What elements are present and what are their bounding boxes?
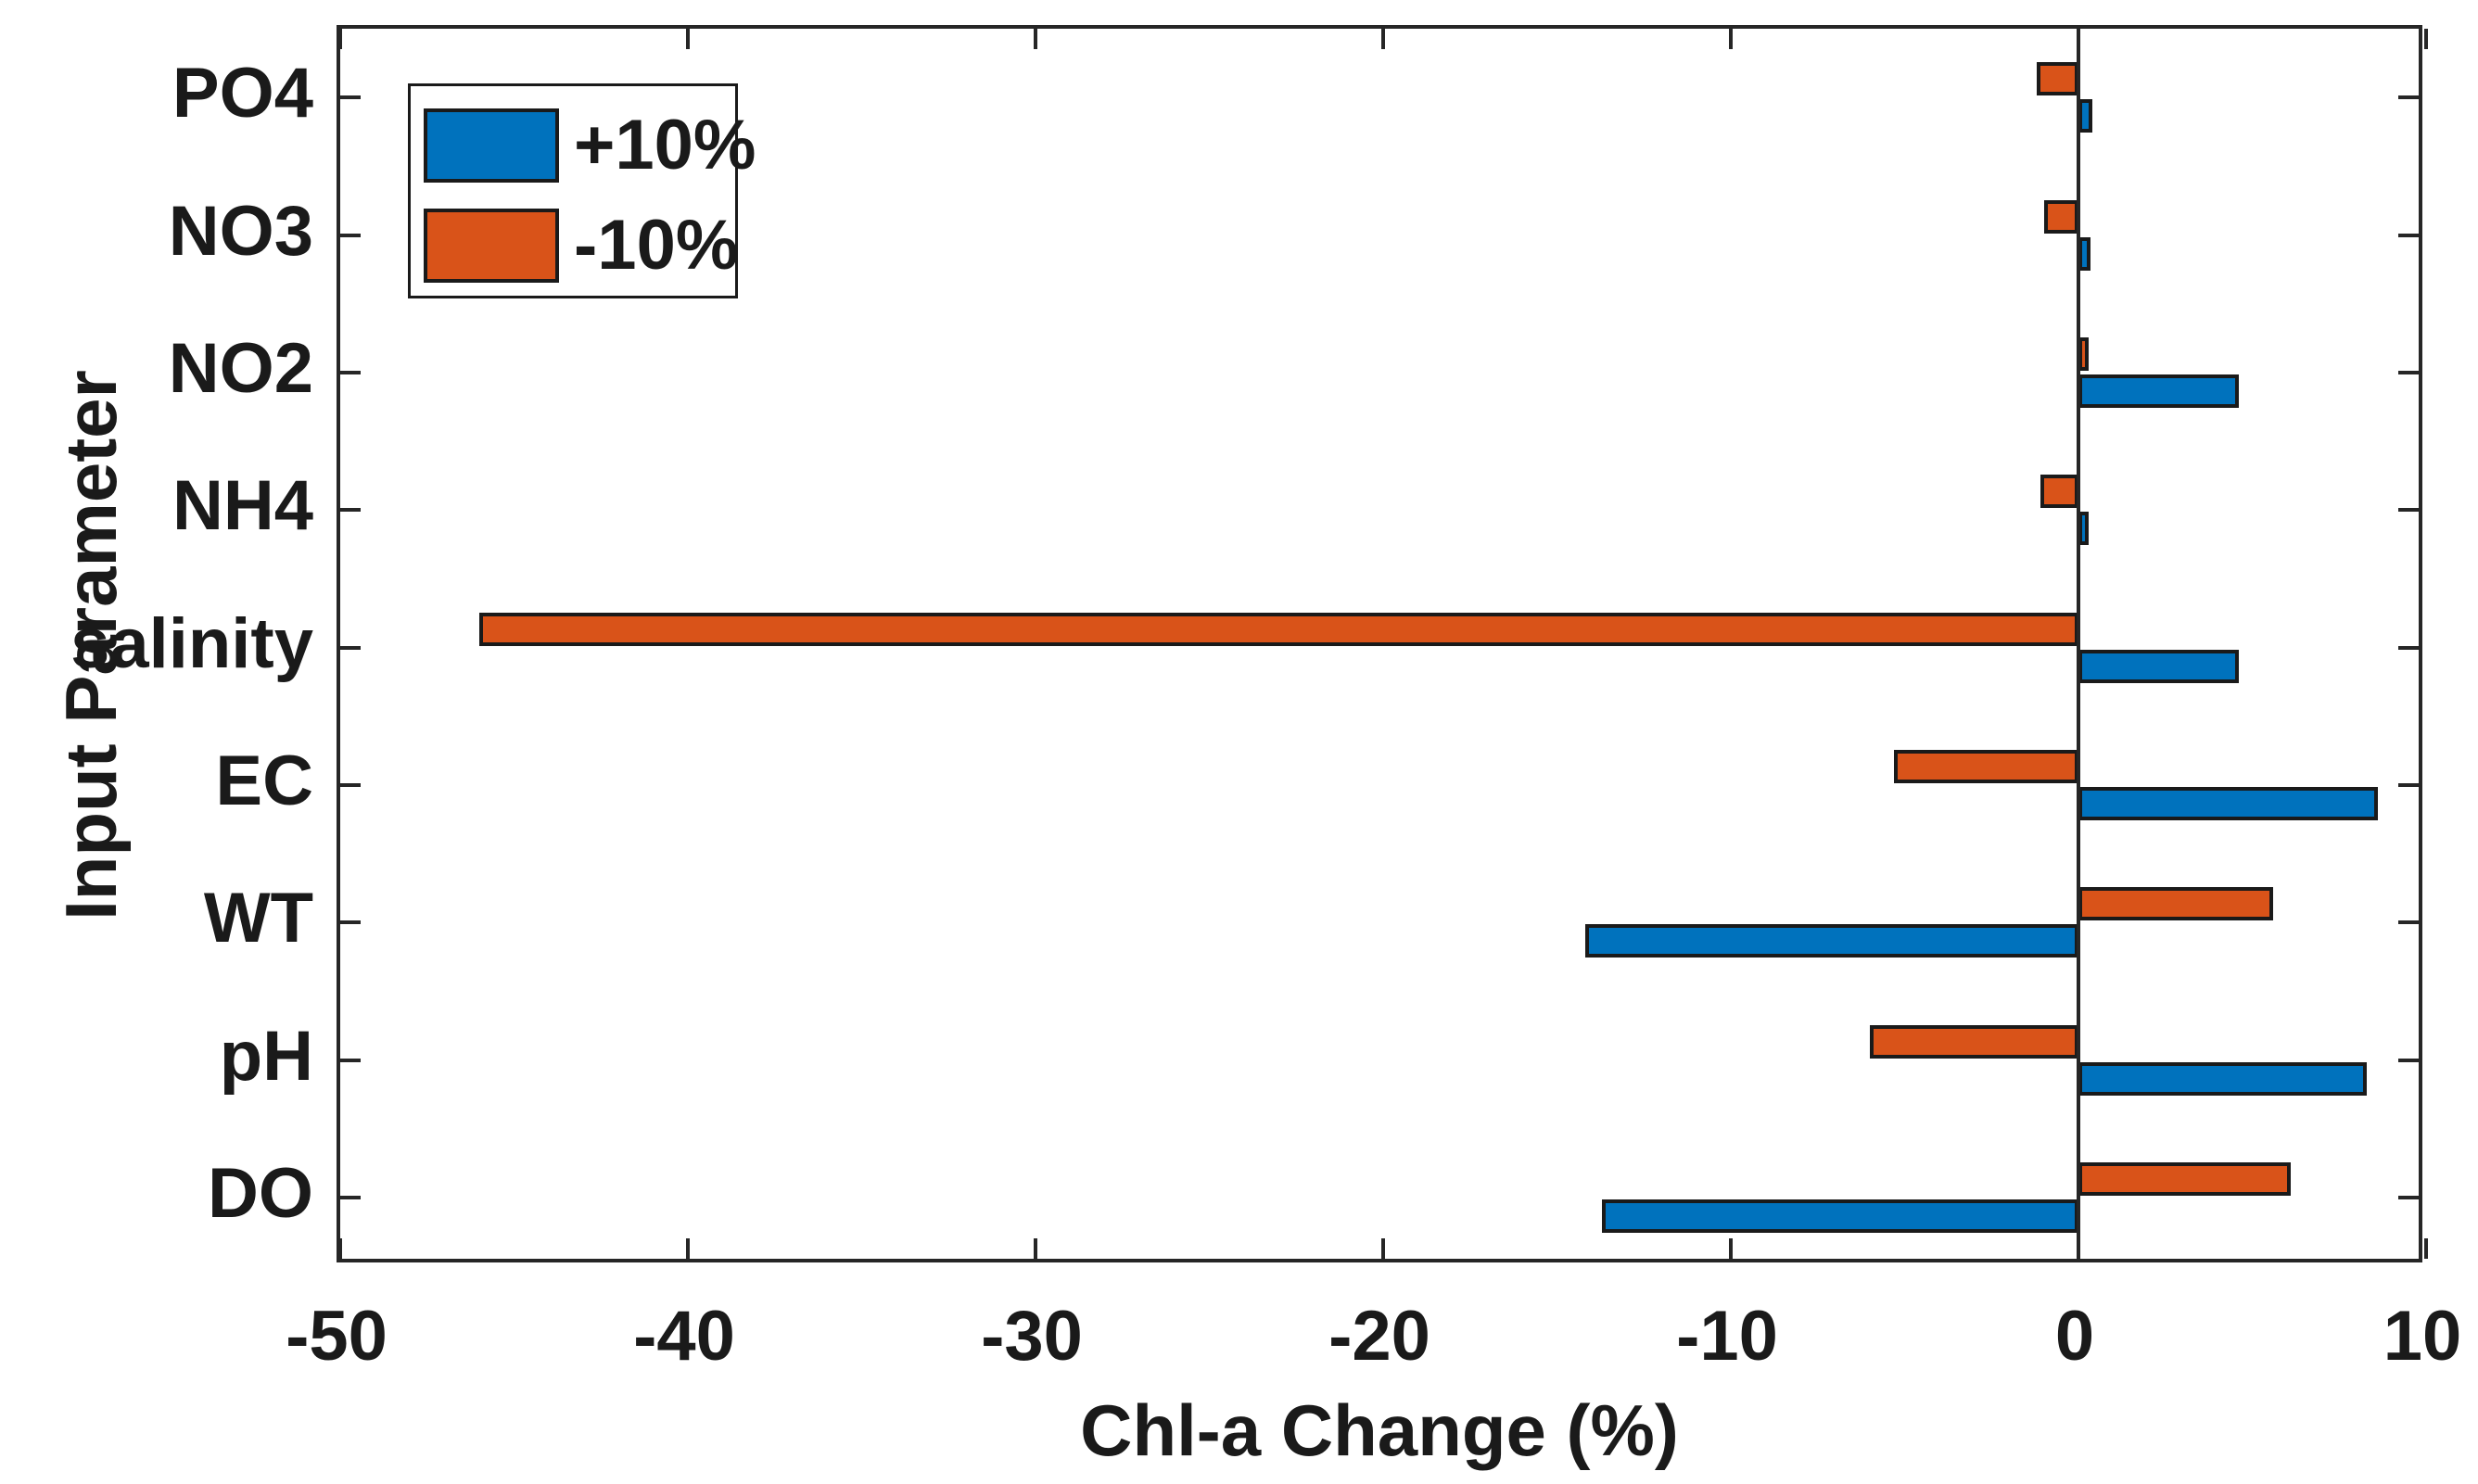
x-tick-mark — [2424, 1238, 2428, 1259]
x-tick-mark — [338, 1238, 342, 1259]
x-tick-mark-top — [686, 29, 690, 49]
y-tick-mark — [340, 1058, 361, 1062]
y-tick-mark-right — [2398, 508, 2419, 513]
y-tick-mark — [340, 508, 361, 513]
bar-no2-plus10 — [2078, 374, 2239, 408]
x-tick-mark-top — [338, 29, 342, 49]
legend-swatch-plus10-icon — [424, 108, 559, 183]
bar-po4-plus10 — [2078, 99, 2092, 133]
bar-no3-minus10 — [2043, 199, 2078, 234]
bar-salinity-plus10 — [2078, 649, 2239, 683]
bar-nh4-plus10 — [2078, 512, 2090, 546]
legend-item-minus10: -10% — [424, 209, 738, 283]
y-tick-mark — [340, 1195, 361, 1199]
x-tick-mark — [1729, 1238, 1733, 1259]
bar-no2-minus10 — [2078, 336, 2090, 371]
x-tick-label: -50 — [286, 1297, 388, 1376]
bar-nh4-minus10 — [2040, 475, 2078, 509]
y-tick-mark-right — [2398, 1195, 2419, 1199]
bar-ph-plus10 — [2078, 1061, 2368, 1096]
bar-wt-minus10 — [2078, 887, 2273, 921]
y-tick-label-po4: PO4 — [172, 54, 313, 133]
y-tick-mark-right — [2398, 920, 2419, 925]
bar-salinity-minus10 — [479, 612, 2078, 646]
y-tick-label-do: DO — [208, 1153, 313, 1233]
x-tick-mark-top — [2424, 29, 2428, 49]
legend-label-minus10: -10% — [574, 206, 739, 285]
y-tick-label-ec: EC — [215, 741, 313, 820]
bar-ec-minus10 — [1894, 749, 2078, 783]
x-tick-mark — [1381, 1238, 1385, 1259]
y-tick-mark-right — [2398, 370, 2419, 374]
y-tick-mark-right — [2398, 782, 2419, 787]
y-tick-mark — [340, 370, 361, 374]
y-tick-label-wt: WT — [203, 879, 313, 958]
y-tick-label-no3: NO3 — [168, 191, 313, 271]
legend-label-plus10: +10% — [574, 106, 756, 184]
x-tick-label: -40 — [633, 1297, 735, 1376]
x-axis-label: Chl-a Change (%) — [1080, 1389, 1679, 1471]
y-tick-mark — [340, 920, 361, 925]
bar-no3-plus10 — [2078, 236, 2091, 271]
y-tick-label-nh4: NH4 — [172, 466, 313, 546]
x-tick-mark — [1034, 1238, 1037, 1259]
y-tick-label-ph: pH — [219, 1016, 313, 1096]
bar-ec-plus10 — [2078, 786, 2378, 820]
bar-wt-plus10 — [1584, 924, 2078, 958]
y-tick-label-no2: NO2 — [168, 328, 313, 408]
y-tick-mark — [340, 233, 361, 237]
legend-swatch-minus10-icon — [424, 209, 559, 283]
bar-ph-minus10 — [1870, 1024, 2078, 1059]
y-tick-mark-right — [2398, 95, 2419, 100]
x-tick-label: -30 — [981, 1297, 1083, 1376]
bar-do-minus10 — [2078, 1161, 2291, 1196]
x-tick-mark-top — [1729, 29, 1733, 49]
x-tick-label: -20 — [1328, 1297, 1430, 1376]
x-tick-label: 0 — [2054, 1297, 2095, 1376]
y-tick-label-salinity: salinity — [70, 603, 313, 683]
y-tick-mark-right — [2398, 645, 2419, 650]
y-tick-mark-right — [2398, 233, 2419, 237]
y-tick-mark — [340, 782, 361, 787]
bar-po4-minus10 — [2037, 62, 2078, 96]
zero-line — [2077, 29, 2080, 1259]
x-tick-label: -10 — [1676, 1297, 1778, 1376]
x-tick-mark — [686, 1238, 690, 1259]
bar-do-plus10 — [1602, 1199, 2078, 1233]
x-tick-mark-top — [1034, 29, 1037, 49]
x-tick-mark-top — [1381, 29, 1385, 49]
legend: +10% -10% — [408, 83, 756, 298]
y-tick-mark — [340, 95, 361, 100]
y-tick-mark — [340, 645, 361, 650]
legend-item-plus10: +10% — [424, 108, 756, 183]
x-tick-label: 10 — [2383, 1297, 2462, 1376]
y-tick-mark-right — [2398, 1058, 2419, 1062]
